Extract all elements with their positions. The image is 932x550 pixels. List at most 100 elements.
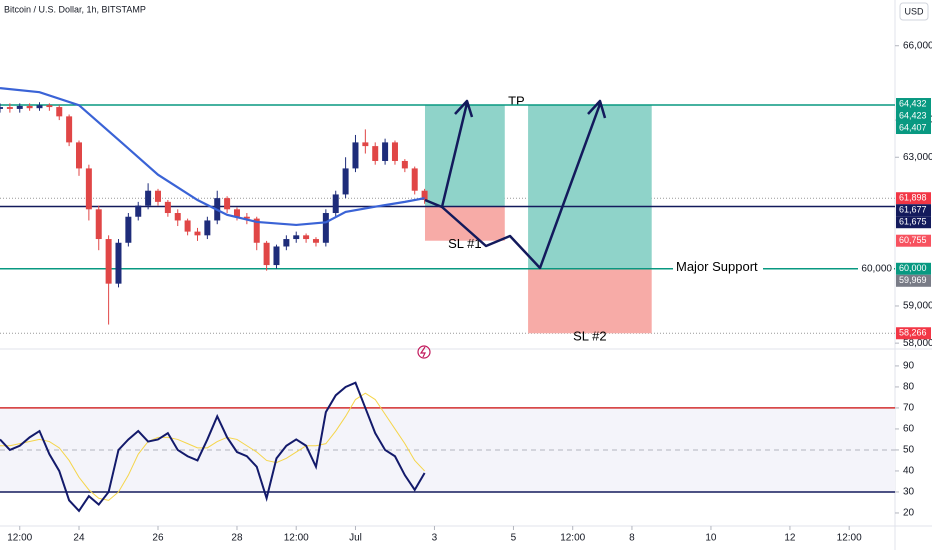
y-tick-label: 60 <box>903 424 915 435</box>
candle-body <box>0 107 3 109</box>
currency-box[interactable] <box>899 2 929 21</box>
event-icon[interactable] <box>417 345 431 359</box>
price-badge-label: 64,407 <box>899 122 927 132</box>
stop-label: SL #2 <box>573 329 607 344</box>
candle-body <box>115 242 122 284</box>
x-tick-label: 12:00 <box>560 533 585 544</box>
rsi-band <box>0 407 895 492</box>
x-tick-label: Jul <box>349 533 362 544</box>
price-badge-label: 61,675 <box>899 217 927 227</box>
candle-body <box>391 142 398 161</box>
price-badge <box>896 327 931 340</box>
x-tick-label: 28 <box>231 533 243 544</box>
y-tick-label: 70 <box>903 403 915 414</box>
candle-body <box>303 235 310 240</box>
currency: USD <box>904 6 924 16</box>
level-label-bg <box>673 260 763 277</box>
x-tick-label: 3 <box>432 533 438 544</box>
candle-body <box>75 142 82 169</box>
candle-body <box>243 216 250 219</box>
price-badge <box>896 216 931 229</box>
price-badge-label: 61,677 <box>899 205 927 215</box>
price-badge-label: 64,432 <box>899 98 927 108</box>
price-badge <box>896 234 931 247</box>
x-tick-label: 26 <box>152 533 164 544</box>
candle-body <box>421 190 428 201</box>
candle-body <box>332 194 339 214</box>
candle-body <box>56 107 63 117</box>
x-tick-label: 12:00 <box>7 533 32 544</box>
y-tick-label: 59,000 <box>903 301 932 312</box>
price-badge <box>896 192 931 205</box>
y-tick-label: 50 <box>903 445 915 456</box>
candle-body <box>273 246 280 266</box>
candle-body <box>233 209 240 217</box>
candle-body <box>322 213 329 243</box>
candle-body <box>184 220 191 232</box>
y-tick-label: 90 <box>903 361 915 372</box>
y-tick-label: 40 <box>903 466 915 477</box>
candle-body <box>145 190 152 206</box>
price-badge <box>896 122 931 135</box>
x-tick-label: 12:00 <box>837 533 862 544</box>
stop-label: SL #1 <box>448 236 482 251</box>
x-tick-label: 10 <box>705 533 717 544</box>
candle-body <box>164 201 171 214</box>
price-badge <box>896 204 931 217</box>
y-tick-label: 20 <box>903 508 915 519</box>
price-badge-label: 59,969 <box>899 275 927 285</box>
candle-body <box>372 146 379 161</box>
candle-body <box>154 190 161 202</box>
price-badge <box>896 262 931 275</box>
candle-body <box>263 242 270 266</box>
candle-body <box>411 168 418 191</box>
x-tick-label: 5 <box>511 533 517 544</box>
price-badge-label: 61,898 <box>899 193 927 203</box>
candle-body <box>293 235 300 240</box>
candle-body <box>312 239 319 243</box>
candle-body <box>16 105 23 109</box>
candle-body <box>283 239 290 247</box>
price-badge-label: 60,755 <box>899 235 927 245</box>
candle-body <box>66 116 73 143</box>
x-tick-label: 12:00 <box>284 533 309 544</box>
trade-arrows <box>424 99 607 270</box>
position-stop <box>528 268 652 334</box>
price-badge-label: 58,266 <box>899 328 927 338</box>
candle-body <box>342 168 349 195</box>
candle-body <box>36 105 43 109</box>
candle-body <box>85 168 92 210</box>
y-tick-label: 66,000 <box>903 40 932 51</box>
y-tick-label: 30 <box>903 487 915 498</box>
level-value: 60,000 <box>861 263 892 274</box>
candle-body <box>382 142 389 161</box>
candle-body <box>6 107 13 109</box>
position-stop <box>424 206 505 241</box>
level-value-bg <box>858 261 894 276</box>
y-tick-label: 58,000 <box>903 338 932 349</box>
event-icon-bolt <box>419 346 426 358</box>
candle-body <box>224 198 231 210</box>
rsi-line <box>0 381 426 513</box>
price-badge <box>896 274 931 287</box>
x-tick-label: 12 <box>784 533 796 544</box>
price-badge-label: 60,000 <box>899 263 927 273</box>
candle-body <box>194 231 201 236</box>
level-label: Major Support <box>676 259 758 274</box>
position-target <box>424 104 505 207</box>
candle-body <box>95 209 102 240</box>
candle-body <box>135 205 142 217</box>
x-tick-label: 24 <box>73 533 85 544</box>
candle-body <box>204 220 211 236</box>
candle-body <box>362 142 369 147</box>
candle-body <box>125 216 132 243</box>
x-tick-label: 8 <box>629 533 635 544</box>
candle-body <box>401 160 408 169</box>
moving-average <box>0 87 425 227</box>
candle-body <box>174 213 181 221</box>
candle-body <box>26 105 33 109</box>
candle-body <box>253 218 260 243</box>
target-label: TP <box>508 93 525 108</box>
candle-body <box>105 239 112 284</box>
